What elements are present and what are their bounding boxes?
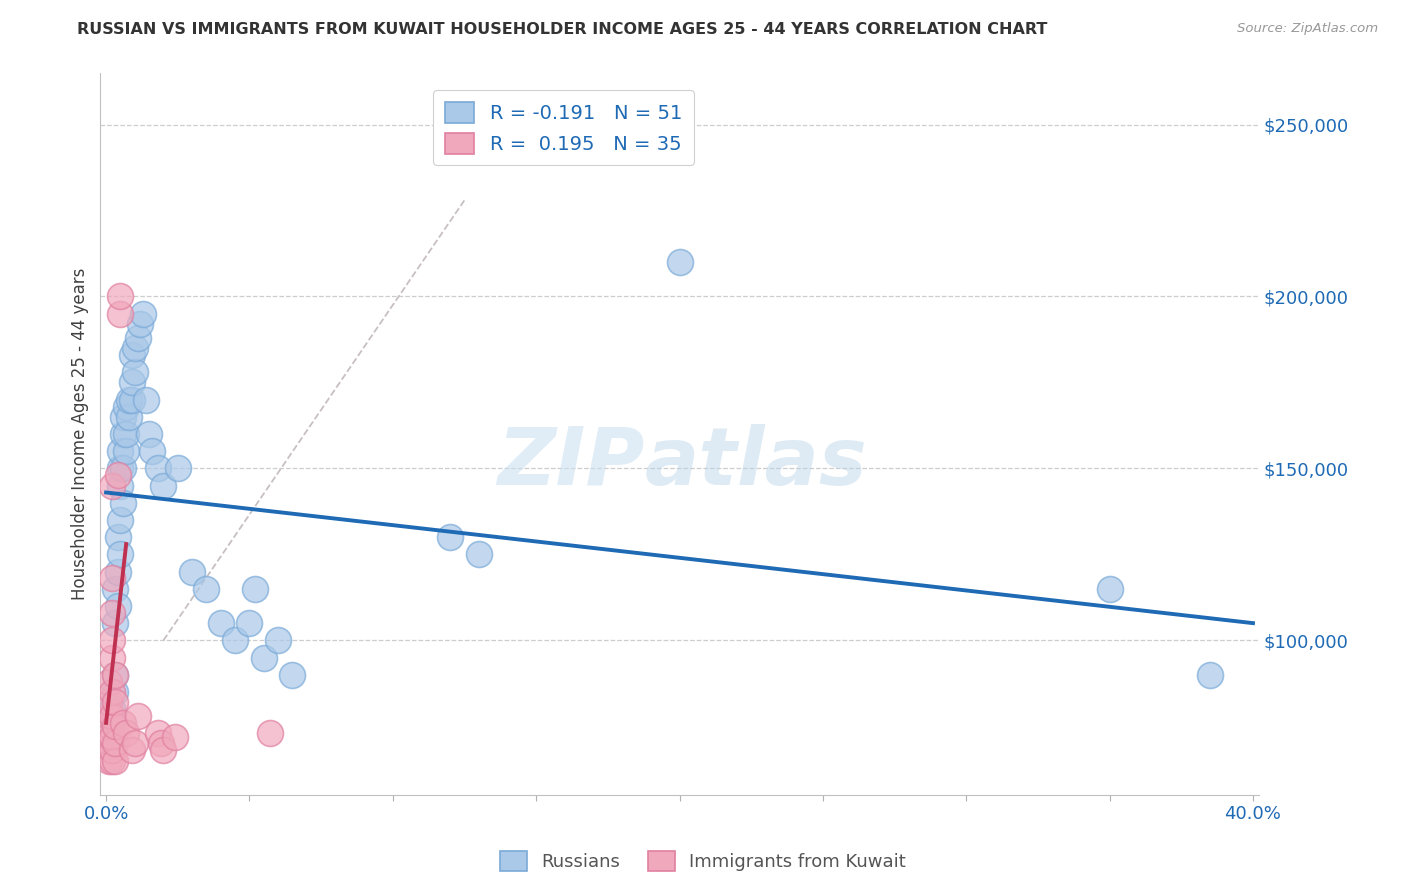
Point (101, 754, 124, 768)
Point (101, 743, 124, 757)
Point (238, 616, 260, 631)
Point (439, 530, 461, 544)
Point (468, 547, 491, 561)
Point (101, 709, 124, 723)
Point (138, 427, 160, 442)
Point (112, 715, 135, 730)
Point (129, 317, 152, 331)
Text: ZIP: ZIP (498, 424, 645, 502)
Point (97, 730, 120, 744)
Point (121, 392, 143, 407)
Point (110, 444, 132, 458)
Point (163, 730, 186, 744)
Point (104, 685, 127, 699)
Point (259, 726, 281, 740)
Point (104, 695, 127, 709)
Point (104, 719, 127, 733)
Point (97, 719, 120, 733)
Point (135, 392, 157, 407)
Legend: Russians, Immigrants from Kuwait: Russians, Immigrants from Kuwait (494, 844, 912, 879)
Point (115, 444, 138, 458)
Point (101, 702, 124, 716)
Point (124, 737, 146, 751)
Text: atlas: atlas (645, 424, 868, 502)
Point (1098, 582, 1121, 596)
Point (112, 496, 135, 510)
Point (243, 582, 266, 596)
Point (97, 737, 120, 751)
Point (97, 754, 120, 768)
Point (115, 726, 138, 740)
Point (118, 392, 141, 407)
Point (110, 289, 132, 303)
Legend: R = -0.191   N = 51, R =  0.195   N = 35: R = -0.191 N = 51, R = 0.195 N = 35 (433, 90, 695, 165)
Point (104, 754, 127, 768)
Point (195, 582, 218, 596)
Point (121, 376, 143, 390)
Point (101, 633, 124, 648)
Point (224, 633, 246, 648)
Point (107, 530, 129, 544)
Point (107, 468, 129, 483)
Point (152, 743, 174, 757)
Point (101, 606, 124, 620)
Point (115, 427, 138, 442)
Point (97, 674, 120, 689)
Point (209, 616, 232, 631)
Point (141, 444, 163, 458)
Point (104, 667, 127, 681)
Point (101, 719, 124, 733)
Point (101, 571, 124, 585)
Point (104, 737, 127, 751)
Point (118, 409, 141, 424)
Point (104, 616, 127, 631)
Point (152, 478, 174, 492)
Point (253, 650, 276, 665)
Text: Source: ZipAtlas.com: Source: ZipAtlas.com (1237, 22, 1378, 36)
Y-axis label: Householder Income Ages 25 - 44 years: Householder Income Ages 25 - 44 years (72, 268, 89, 600)
Point (107, 565, 129, 579)
Point (104, 582, 127, 596)
Point (101, 730, 124, 744)
Point (101, 650, 124, 665)
Point (110, 478, 132, 492)
Point (115, 400, 138, 414)
Point (1199, 667, 1222, 681)
Point (166, 461, 188, 475)
Point (124, 365, 146, 379)
Point (110, 461, 132, 475)
Point (146, 461, 169, 475)
Point (124, 341, 146, 355)
Point (101, 685, 124, 699)
Point (181, 565, 204, 579)
Point (97, 695, 120, 709)
Point (110, 547, 132, 561)
Point (104, 667, 127, 681)
Point (101, 478, 124, 492)
Point (110, 307, 132, 321)
Point (127, 331, 149, 345)
Text: RUSSIAN VS IMMIGRANTS FROM KUWAIT HOUSEHOLDER INCOME AGES 25 - 44 YEARS CORRELAT: RUSSIAN VS IMMIGRANTS FROM KUWAIT HOUSEH… (77, 22, 1047, 37)
Point (146, 726, 169, 740)
Point (668, 255, 690, 269)
Point (267, 633, 290, 648)
Point (112, 427, 135, 442)
Point (112, 461, 135, 475)
Point (281, 667, 304, 681)
Point (132, 307, 155, 321)
Point (112, 409, 135, 424)
Point (97, 709, 120, 723)
Point (121, 743, 143, 757)
Point (127, 709, 149, 723)
Point (107, 599, 129, 613)
Point (149, 737, 172, 751)
Point (110, 513, 132, 527)
Point (121, 348, 143, 362)
